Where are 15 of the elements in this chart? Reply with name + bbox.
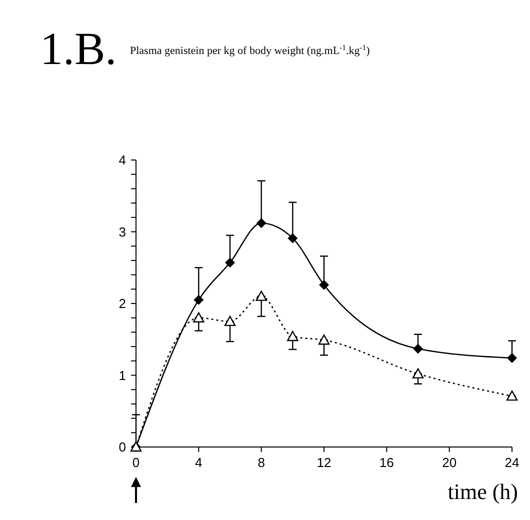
x-tick-label: 8 <box>258 455 265 470</box>
x-axis-title: time (h) <box>448 479 518 504</box>
x-tick-label: 16 <box>379 455 394 470</box>
y-tick-label: 0 <box>118 440 126 455</box>
x-tick-label: 20 <box>442 455 457 470</box>
y-tick-label: 3 <box>118 224 126 240</box>
y-tick-label: 2 <box>118 296 126 312</box>
y-tick-label: 4 <box>118 152 126 168</box>
x-tick-label: 24 <box>504 455 520 470</box>
x-tick-label: 0 <box>132 455 140 470</box>
chart-subtitle: Plasma genistein per kg of body weight (ng.mL$^{-1}$.kg$^{-1}$) <box>130 42 370 57</box>
x-tick-label: 4 <box>195 455 202 470</box>
chart-title: 1.B. <box>40 23 117 74</box>
x-tick-label: 12 <box>316 455 332 470</box>
y-tick-label: 1 <box>118 368 126 383</box>
